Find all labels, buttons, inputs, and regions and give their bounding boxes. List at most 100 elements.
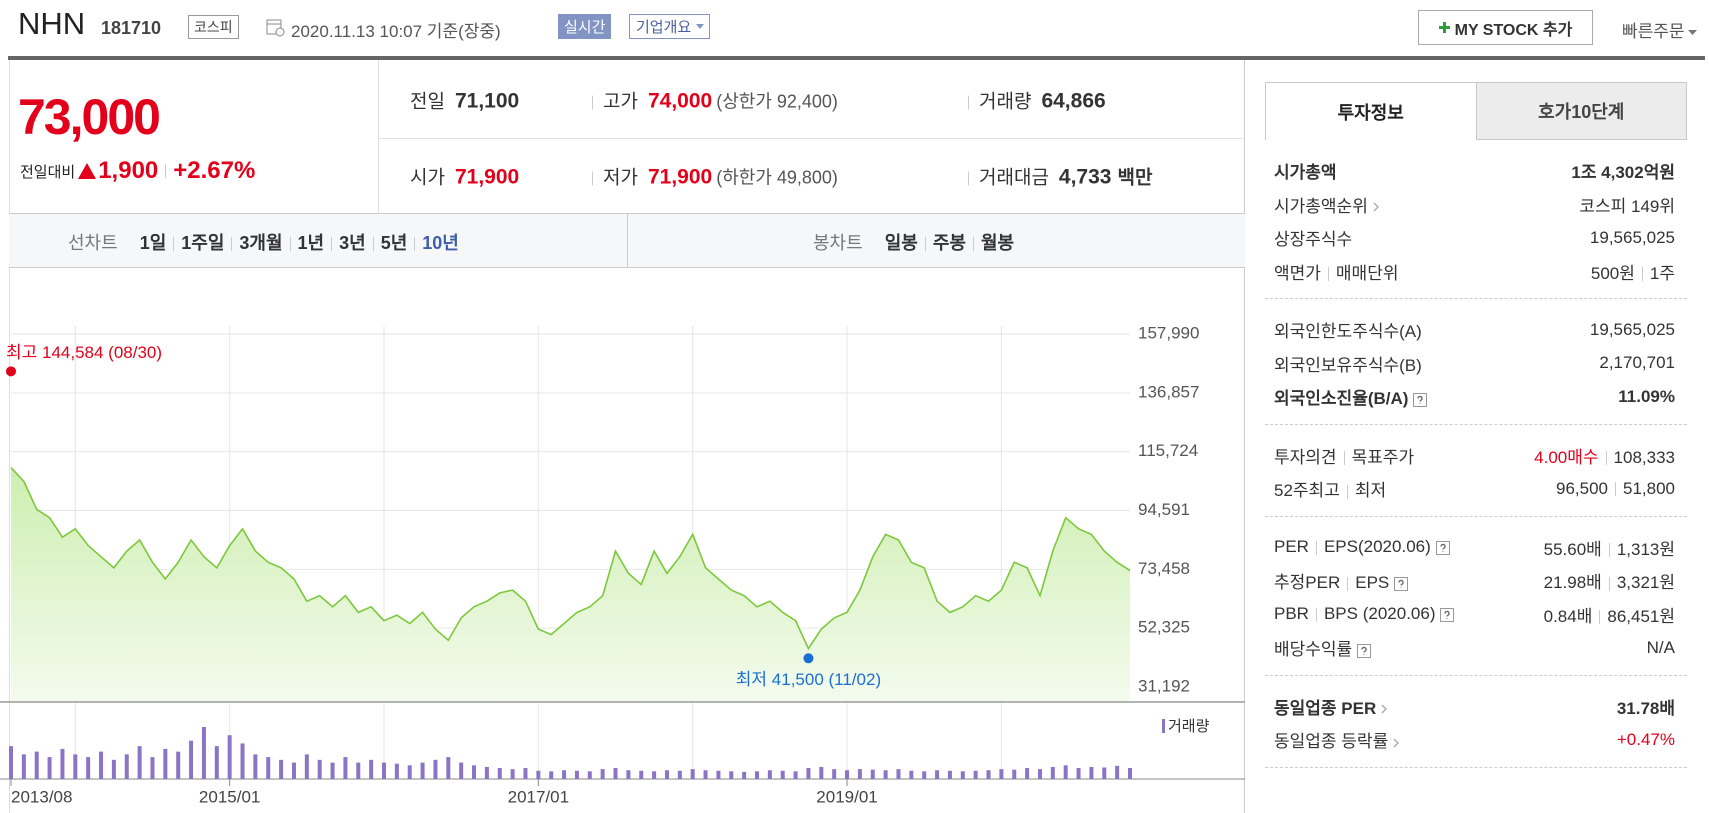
value-part: 96,500 [1556, 478, 1608, 498]
price-area [11, 467, 1130, 702]
volume-bar [536, 770, 541, 779]
info-row: PER EPS(2020.06) 55.60배 1,313원 [1274, 531, 1675, 565]
info-label[interactable]: 시가총액순위 [1274, 192, 1380, 217]
header-rule [8, 56, 1705, 60]
info-label[interactable]: 동일업종 등락률 [1274, 727, 1400, 752]
quote-value: 71,100 [454, 89, 520, 113]
volume-bar [896, 769, 901, 779]
quick-order[interactable]: 빠른주문 [1622, 17, 1697, 42]
volume-bar [909, 770, 914, 779]
help-icon [1394, 576, 1409, 591]
value-part: 19,565,025 [1589, 319, 1675, 339]
arrow-shape [1381, 704, 1388, 714]
volume-bar [214, 746, 219, 779]
volume-bar [703, 770, 708, 779]
volume-bar [459, 762, 464, 779]
period-tab[interactable]: 주봉 [932, 233, 966, 253]
volume-bar [150, 757, 155, 779]
volume-bar [369, 759, 374, 779]
label-part: PBR [1274, 604, 1309, 624]
value-part: +0.47% [1616, 729, 1675, 749]
volume-bar [1115, 765, 1120, 779]
info-value: 1조 4,302억원 [1571, 158, 1675, 183]
info-value: 11.09% [1618, 387, 1675, 407]
volume-bar [664, 770, 669, 779]
info-label: 외국인소진율(B/A) [1274, 384, 1428, 409]
volume-bar [1128, 768, 1132, 779]
volume-bar [111, 759, 116, 779]
volume-bar [870, 769, 875, 779]
separator [1315, 540, 1317, 555]
volume-bar [497, 768, 502, 779]
volume-bar [163, 748, 168, 779]
period-tab[interactable]: 3개월 [239, 233, 283, 253]
quote-item: 거래대금 4,733 백만 [968, 163, 1152, 190]
my-stock-text: MY STOCK 추가 [1454, 21, 1573, 39]
candle-chart-tabs: 봉차트 일봉 주봉 월봉 [813, 229, 1014, 255]
overview-dropdown[interactable]: 기업개요 [629, 14, 711, 39]
info-tab[interactable]: 호가10단계 [1476, 82, 1687, 140]
period-tab[interactable]: 일봉 [884, 233, 918, 253]
info-row: PBR BPS (2020.06) 0.84배 86,451원 [1274, 598, 1675, 632]
help-icon [1357, 643, 1372, 658]
separator [592, 95, 593, 110]
volume-bar [600, 769, 605, 779]
info-value: 19,565,025 [1590, 320, 1675, 340]
separator [972, 237, 974, 252]
separator [1315, 607, 1317, 622]
y-tick-label: 94,591 [1138, 500, 1190, 519]
info-tab[interactable]: 투자정보 [1265, 82, 1477, 140]
volume-bar [806, 768, 811, 779]
price-chart: 157,990 136,857 115,724 94,591 73,458 52,325 3… [0, 323, 1245, 806]
volume-bar [9, 746, 13, 779]
info-value: 31.78배 [1617, 694, 1675, 719]
quote-label: 전일 [410, 91, 445, 113]
x-tick-label: 2013/08 [11, 787, 72, 806]
info-label: 투자의견 목표주가 [1274, 443, 1414, 468]
value-part: 86,451원 [1607, 606, 1675, 626]
volume-bar [343, 757, 348, 779]
quote-value: 71,900 [647, 165, 713, 189]
help-glyph [1417, 395, 1424, 404]
info-value: 2,170,701 [1599, 353, 1675, 373]
separator [968, 171, 969, 186]
quote-label: 거래대금 [979, 167, 1049, 189]
arrow-shape [1393, 738, 1400, 748]
help-shape [1440, 543, 1446, 552]
dropdown-arrow [1687, 30, 1697, 36]
period-tab[interactable]: 1년 [297, 233, 325, 253]
arrow-icon [1381, 704, 1388, 714]
quote-item: 시가 71,900 [410, 163, 519, 190]
volume-bar [394, 763, 399, 779]
my-stock-button[interactable]: MY STOCK 추가 [1418, 10, 1593, 45]
label-part: 동일업종 등락률 [1274, 732, 1389, 752]
help-glyph [1398, 579, 1404, 588]
period-tab[interactable]: 5년 [380, 233, 408, 253]
value-part: 1주 [1649, 263, 1675, 283]
quote-item: 저가 71,900 (하한가 49,800) [592, 163, 838, 190]
row-divider [379, 138, 1245, 139]
period-tab[interactable]: 1일 [139, 233, 167, 253]
volume-bar [34, 751, 39, 779]
separator [968, 95, 969, 110]
info-row: 시가총액 1조 4,302억원 [1274, 154, 1675, 188]
period-tab[interactable]: 월봉 [980, 233, 1015, 253]
label-part: PER [1274, 537, 1309, 557]
period-tab[interactable]: 1주일 [181, 233, 225, 253]
info-label: PER EPS(2020.06) [1274, 537, 1450, 557]
arrow-shape [1373, 202, 1379, 212]
label-part: 외국인한도주식수(A) [1274, 322, 1422, 342]
volume-bar [137, 746, 142, 779]
volume-bar [420, 762, 425, 779]
value-part: 3,321원 [1616, 573, 1675, 593]
high-label: 최고 144,584 (08/30) [6, 343, 162, 362]
volume-bar [1076, 768, 1081, 779]
info-label: 시가총액 [1274, 158, 1337, 183]
period-tab[interactable]: 3년 [339, 233, 366, 253]
volume-bar [21, 754, 26, 779]
info-label[interactable]: 동일업종 PER [1274, 694, 1388, 719]
period-tab[interactable]: 10년 [422, 233, 459, 253]
line-chart-tabs: 선차트 1일 1주일 3개월 1년 3년 5년 10년 [68, 229, 459, 255]
